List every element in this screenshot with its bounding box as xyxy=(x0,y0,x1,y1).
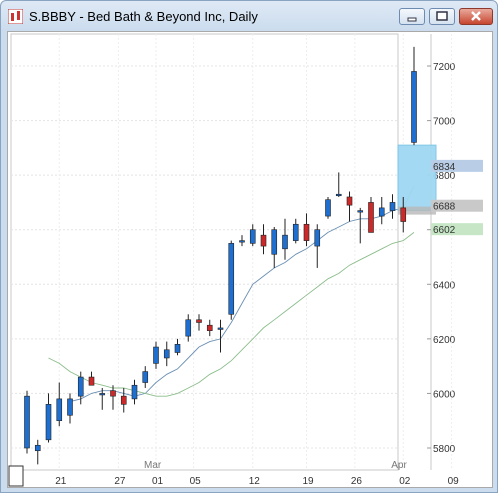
candle-body[interactable] xyxy=(346,196,353,206)
candle-body[interactable] xyxy=(131,384,138,400)
candle-body[interactable] xyxy=(196,319,202,323)
price-label: 6602 xyxy=(433,225,456,236)
candle-body[interactable] xyxy=(303,223,310,241)
y-tick-label: 6200 xyxy=(433,335,456,346)
candle-body[interactable] xyxy=(292,223,299,241)
candle-body[interactable] xyxy=(228,243,235,315)
minimize-icon xyxy=(407,17,417,22)
y-tick-label: 6400 xyxy=(433,280,456,291)
corner-widget[interactable] xyxy=(8,465,24,487)
month-label: Apr xyxy=(391,460,407,471)
chart-area[interactable]: 5800600062006400660068007000720021270105… xyxy=(7,31,493,488)
x-tick-label: 27 xyxy=(114,476,126,487)
maximize-icon xyxy=(436,11,448,21)
x-tick-label: 09 xyxy=(448,476,460,487)
candle-body[interactable] xyxy=(163,349,170,359)
price-zone-shadow xyxy=(398,206,436,215)
title-bar[interactable]: S.BBBY - Bed Bath & Beyond Inc, Daily xyxy=(1,1,497,31)
x-tick-label: 12 xyxy=(249,476,261,487)
candle-body[interactable] xyxy=(77,376,84,397)
candle-body[interactable] xyxy=(325,199,331,217)
x-tick-label: 01 xyxy=(152,476,164,487)
price-label-box xyxy=(431,159,483,172)
close-icon xyxy=(471,11,481,21)
y-tick-label: 7200 xyxy=(433,62,456,73)
candle-body[interactable] xyxy=(56,398,63,422)
price-label: 6834 xyxy=(433,162,456,173)
x-tick-label: 21 xyxy=(55,476,67,487)
y-tick-label: 6000 xyxy=(433,389,456,400)
y-tick-label: 5800 xyxy=(433,444,456,455)
candle-body[interactable] xyxy=(142,371,149,383)
candle-body[interactable] xyxy=(411,71,417,143)
candle-body[interactable] xyxy=(34,444,41,452)
candle-body[interactable] xyxy=(260,234,267,247)
candle-body[interactable] xyxy=(110,390,116,397)
candle-body[interactable] xyxy=(378,207,385,217)
candle-body[interactable] xyxy=(335,193,342,197)
y-tick-label: 6800 xyxy=(433,171,456,182)
y-tick-label: 7000 xyxy=(433,117,456,128)
candle-body[interactable] xyxy=(217,327,224,330)
candle-body[interactable] xyxy=(120,395,127,405)
candle-body[interactable] xyxy=(400,207,407,222)
minimize-button[interactable] xyxy=(399,8,425,25)
price-label-box xyxy=(431,199,483,212)
price-label: 6688 xyxy=(433,202,456,213)
candle-body[interactable] xyxy=(314,229,321,247)
candle-body[interactable] xyxy=(239,240,245,243)
x-tick-label: 19 xyxy=(303,476,315,487)
candle-body[interactable] xyxy=(24,395,30,449)
maximize-button[interactable] xyxy=(429,8,455,25)
moving-average-line-1 xyxy=(69,185,415,403)
candle-body[interactable] xyxy=(368,202,374,233)
price-label-box xyxy=(431,223,483,236)
x-tick-label: 05 xyxy=(190,476,202,487)
candle-body[interactable] xyxy=(153,346,159,364)
candle-body[interactable] xyxy=(271,229,278,255)
candlestick-chart[interactable]: 5800600062006400660068007000720021270105… xyxy=(8,32,492,487)
candle-body[interactable] xyxy=(389,202,396,211)
candle-body[interactable] xyxy=(67,398,73,416)
month-label: Mar xyxy=(144,460,162,471)
candle-body[interactable] xyxy=(45,404,52,441)
plot-area[interactable] xyxy=(10,33,399,471)
candle-body[interactable] xyxy=(282,234,288,250)
moving-average-line-2 xyxy=(48,232,415,397)
candle-body[interactable] xyxy=(357,210,364,213)
candle-body[interactable] xyxy=(99,393,106,396)
price-zone-highlight xyxy=(397,144,437,212)
candle-body[interactable] xyxy=(88,376,95,386)
candle-body[interactable] xyxy=(249,229,256,244)
close-button[interactable] xyxy=(459,8,493,25)
window-title: S.BBBY - Bed Bath & Beyond Inc, Daily xyxy=(29,9,258,24)
chart-app-icon xyxy=(8,9,23,24)
candle-body[interactable] xyxy=(206,324,213,331)
candle-body[interactable] xyxy=(174,344,181,353)
candle-body[interactable] xyxy=(185,319,192,337)
x-tick-label: 26 xyxy=(351,476,363,487)
x-tick-label: 02 xyxy=(399,476,411,487)
